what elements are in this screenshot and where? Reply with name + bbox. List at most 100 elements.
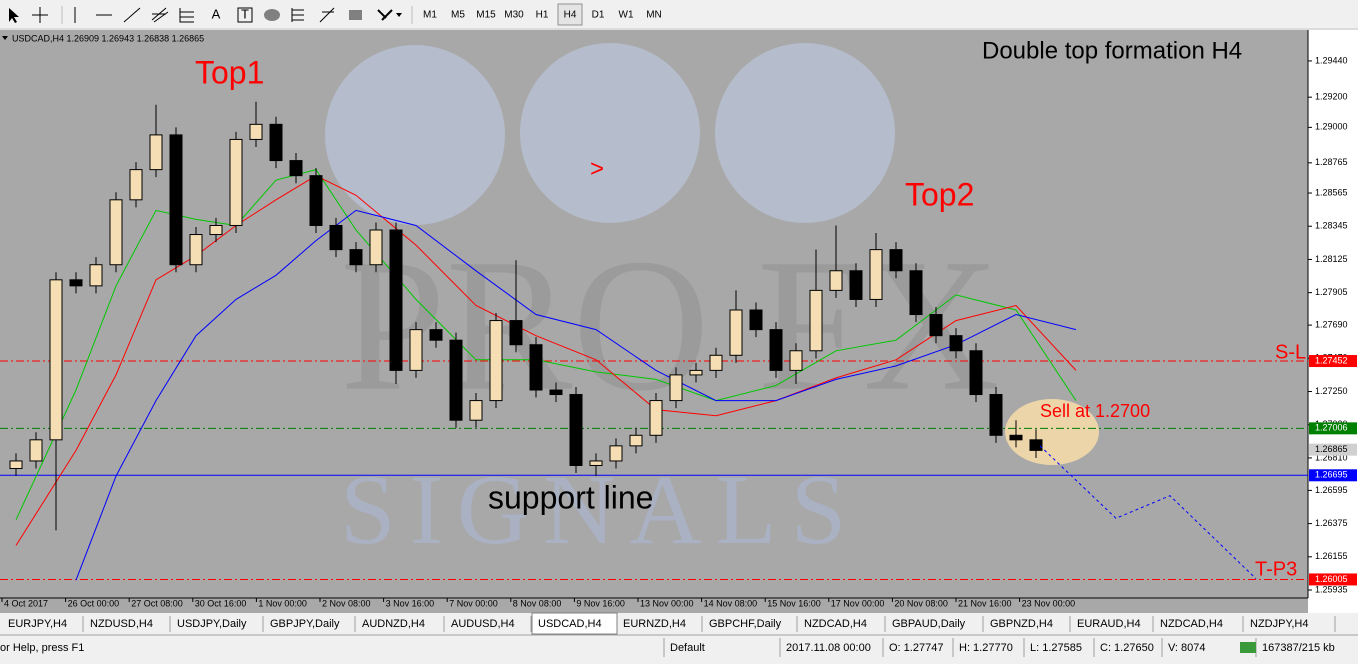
- status-item: H: 1.27770: [959, 642, 1013, 654]
- annotation: Top1: [195, 54, 264, 90]
- candle-body: [1009, 434, 1023, 441]
- candle-body: [909, 270, 923, 316]
- timeframe-button[interactable]: MN: [646, 10, 662, 21]
- crosshair-tool[interactable]: [32, 7, 48, 23]
- arrows-tool[interactable]: [377, 9, 393, 21]
- symbol-tab[interactable]: GBPAUD,Daily: [892, 618, 966, 630]
- x-tick-label: 2 Nov 08:00: [322, 598, 371, 608]
- plot: 1.29440 1.29200 1.29000 1.28765 1.28565 1.283…: [0, 37, 1357, 608]
- y-tick-label: 1.26810: [1315, 452, 1348, 462]
- timeframe-button[interactable]: M5: [451, 10, 465, 21]
- x-tick-label: 27 Oct 08:00: [131, 598, 183, 608]
- price-level-tag: [1309, 469, 1357, 482]
- cursor-tool[interactable]: [9, 8, 19, 23]
- x-tick-label: 8 Nov 08:00: [513, 598, 562, 608]
- symbol-tab[interactable]: AUDNZD,H4: [362, 618, 425, 630]
- candle-body: [429, 329, 443, 341]
- candle-body: [389, 229, 403, 371]
- symbol-tabs: [0, 613, 1358, 635]
- candle-body: [369, 229, 383, 266]
- timeframe-button[interactable]: W1: [619, 10, 634, 21]
- text-label-frame: [237, 7, 253, 23]
- timeframe-button[interactable]: M30: [504, 10, 524, 21]
- candle-body: [629, 434, 643, 447]
- candle-body: [249, 123, 263, 140]
- symbol-tab[interactable]: EURJPY,H4: [8, 618, 67, 630]
- candle-body: [769, 329, 783, 371]
- tab-strip: EURJPY,H4 NZDUSD,H4 USDJPY,Daily GBPJPY,Dai…: [8, 612, 1336, 635]
- timeframe-button[interactable]: D1: [592, 10, 605, 21]
- fibo-tool[interactable]: [179, 8, 194, 23]
- rectangle-tool[interactable]: [349, 10, 362, 20]
- price-level-tag: [1309, 422, 1357, 435]
- candle-body: [69, 279, 83, 287]
- channel-tool[interactable]: [151, 7, 169, 23]
- candle-body: [849, 270, 863, 300]
- x-tick-label: 21 Nov 16:00: [958, 598, 1012, 608]
- candle-body: [509, 320, 523, 346]
- projection-line: [1039, 445, 1257, 580]
- timeframe-button[interactable]: H4: [564, 10, 577, 21]
- status-item: O: 1.27747: [889, 642, 943, 654]
- status-items: or Help, press F1 Default 2017.11.08 00:00…: [0, 638, 1335, 657]
- timeframe-button[interactable]: M15: [476, 10, 496, 21]
- candle-body: [809, 289, 823, 352]
- y-tick-label: 1.29200: [1315, 92, 1348, 102]
- symbol-tab[interactable]: NZDCAD,H4: [804, 618, 867, 630]
- y-tick-label: 1.25935: [1315, 584, 1348, 594]
- status-item: or Help, press F1: [0, 642, 84, 654]
- candle-body: [609, 445, 623, 462]
- y-tick-label: 1.28765: [1315, 157, 1348, 167]
- candle-body: [149, 134, 163, 171]
- symbol-tab[interactable]: AUDUSD,H4: [451, 618, 515, 630]
- x-tick-label: 1 Nov 00:00: [258, 598, 307, 608]
- price-level-tag: [1309, 443, 1357, 456]
- ellipse-tool[interactable]: [264, 9, 280, 21]
- symbol-tab[interactable]: USDCAD,H4: [538, 618, 602, 630]
- watermark-circle: [715, 43, 895, 223]
- candle-body: [449, 339, 463, 421]
- candle-body: [649, 400, 663, 436]
- text-tool[interactable]: A: [212, 6, 221, 21]
- annotation: S-L: [1275, 341, 1306, 363]
- x-tick-label: 26 Oct 00:00: [68, 598, 120, 608]
- x-tick-label: 7 Nov 00:00: [449, 598, 498, 608]
- symbol-tab[interactable]: GBPNZD,H4: [990, 618, 1053, 630]
- symbol-tab[interactable]: EURNZD,H4: [623, 618, 686, 630]
- symbol-tab[interactable]: EURAUD,H4: [1077, 618, 1141, 630]
- gann-tool[interactable]: [319, 7, 335, 23]
- candle-body: [689, 369, 703, 376]
- timeframe-button[interactable]: M1: [423, 10, 437, 21]
- annotation: T-P3: [1255, 558, 1297, 580]
- symbol-tab[interactable]: NZDUSD,H4: [90, 618, 153, 630]
- candle-body: [89, 264, 103, 287]
- symbol-tab[interactable]: USDJPY,Daily: [177, 618, 247, 630]
- moving-average: [75, 209, 1077, 581]
- candle-body: [229, 138, 243, 226]
- candle-body: [469, 400, 483, 421]
- symbol-tab[interactable]: GBPJPY,Daily: [270, 618, 340, 630]
- watermark-circle: [325, 45, 505, 225]
- x-tick-label: 9 Nov 16:00: [576, 598, 625, 608]
- candle-body: [1029, 439, 1043, 451]
- annotation: Double top formation H4: [982, 37, 1242, 64]
- x-tick-label: 30 Oct 16:00: [195, 598, 247, 608]
- fibo-fan-tool[interactable]: [291, 8, 304, 22]
- candle-body: [409, 329, 423, 371]
- text-tool[interactable]: T: [241, 6, 249, 21]
- candle-body: [989, 394, 1003, 436]
- candle-body: [29, 439, 43, 462]
- symbol-tab[interactable]: NZDCAD,H4: [1160, 618, 1223, 630]
- candle-body: [49, 279, 63, 441]
- timeframe-button[interactable]: H1: [536, 10, 549, 21]
- x-tick-label: 23 Nov 00:00: [1022, 598, 1076, 608]
- chart-header: USDCAD,H4 1.26909 1.26943 1.26838 1.2686…: [12, 33, 204, 43]
- trendline-tool[interactable]: [123, 7, 141, 23]
- candle-body: [269, 123, 283, 162]
- dropdown-arrow[interactable]: [396, 13, 402, 17]
- symbol-tab[interactable]: GBPCHF,Daily: [709, 618, 782, 630]
- symbol-tab[interactable]: NZDJPY,H4: [1250, 618, 1308, 630]
- y-tick-label: 1.26595: [1315, 485, 1348, 495]
- x-tick-label: 4 Oct 2017: [4, 598, 48, 608]
- y-tick-label: 1.29440: [1315, 55, 1348, 65]
